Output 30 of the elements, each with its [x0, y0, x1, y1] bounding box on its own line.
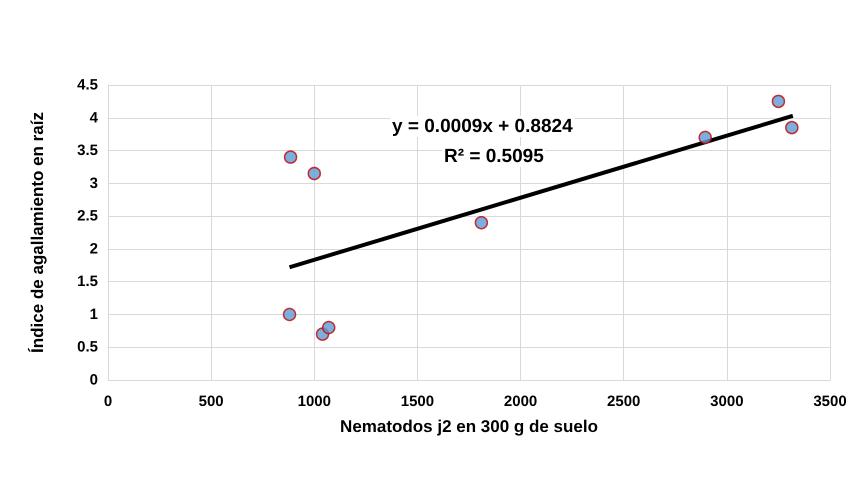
x-tick-label: 1500 — [400, 393, 434, 410]
point — [698, 130, 712, 144]
annotation: R² = 0.5095 — [444, 146, 544, 167]
point — [474, 216, 488, 230]
annotation: y = 0.0009x + 0.8824 — [392, 116, 574, 137]
y-tick-label: 3.5 — [77, 142, 98, 160]
point — [785, 120, 799, 134]
y-tick-label: 3 — [90, 174, 98, 192]
x-axis-title: Nematodos j2 en 300 g de suelo — [340, 417, 598, 436]
point — [284, 150, 298, 164]
y-tick-label: 2 — [90, 240, 98, 258]
x-tick-label: 1000 — [298, 393, 331, 410]
x-tick-label: 3500 — [813, 393, 847, 410]
y-axis-title: Índice de agallamiento en raíz — [27, 112, 47, 353]
point — [282, 308, 296, 322]
y-tick-label: 4 — [90, 109, 99, 126]
x-tick-label: 0 — [104, 393, 112, 410]
y-tick-label: 1.5 — [77, 273, 98, 290]
y-tick-label: 1 — [90, 306, 98, 323]
x-tick-label: 500 — [198, 393, 224, 410]
y-tick-label: 4.5 — [77, 76, 98, 94]
x-tick-label: 2500 — [607, 393, 640, 410]
point — [308, 166, 322, 180]
point — [322, 320, 336, 334]
y-tick-label: 0 — [90, 372, 98, 388]
x-tick-label: 2000 — [504, 393, 538, 410]
y-tick-label: 0.5 — [77, 338, 98, 356]
point — [772, 94, 786, 108]
y-tick-label: 2.5 — [77, 208, 98, 225]
x-tick-label: 3000 — [710, 393, 744, 410]
